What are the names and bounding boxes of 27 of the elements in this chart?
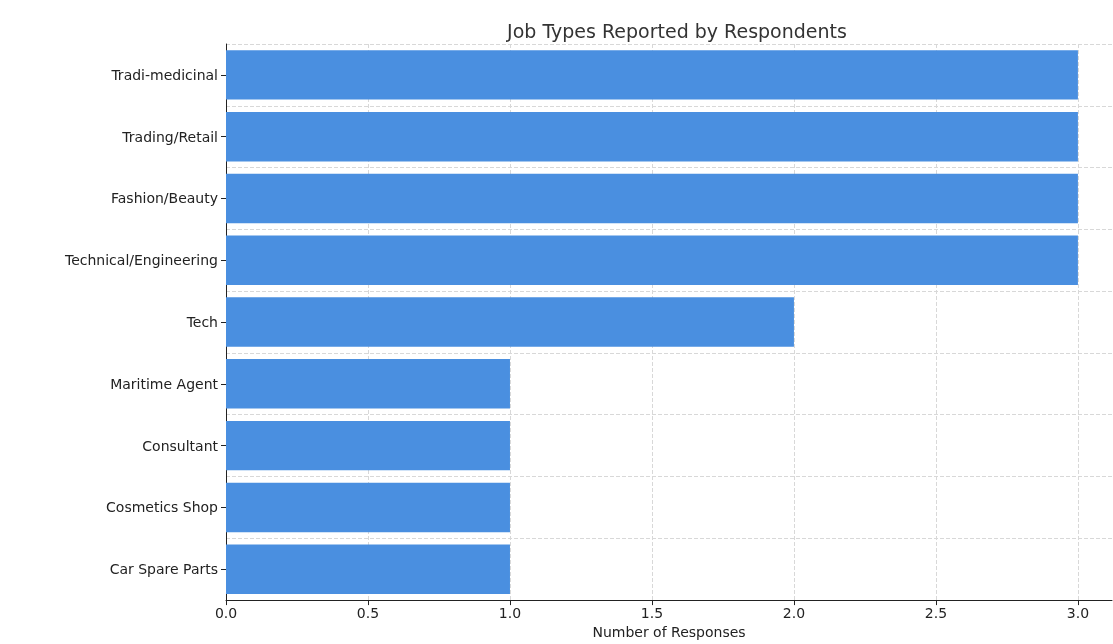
- bar: [226, 359, 510, 409]
- x-tick-label: 3.0: [1066, 605, 1090, 622]
- y-tick-label: Cosmetics Shop: [106, 499, 219, 516]
- y-tick-label: Trading/Retail: [121, 128, 218, 145]
- x-tick-label: 2.0: [782, 605, 806, 622]
- bar: [226, 235, 1078, 285]
- y-tick-label: Tech: [185, 314, 218, 331]
- y-tick-label: Consultant: [142, 437, 219, 454]
- y-tick-label: Car Spare Parts: [109, 561, 218, 578]
- bar: [226, 297, 794, 347]
- y-tick-label: Technical/Engineering: [63, 252, 218, 269]
- y-tick-label: Fashion/Beauty: [110, 190, 218, 207]
- bar: [226, 420, 510, 471]
- x-tick-label: 0.0: [214, 605, 238, 622]
- x-tick-label: 1.5: [640, 605, 664, 622]
- bar: [226, 173, 1078, 224]
- y-tick-label: Maritime Agent: [110, 375, 219, 392]
- bar: [226, 50, 1078, 100]
- chart-title: Job Types Reported by Respondents: [506, 19, 847, 42]
- bar: [226, 111, 1078, 162]
- bar: [226, 482, 510, 533]
- x-tick-label: 1.0: [498, 605, 522, 622]
- x-axis-title: Number of Responses: [592, 624, 746, 640]
- bar: [226, 544, 510, 594]
- x-tick-label: 0.5: [356, 605, 380, 622]
- x-tick-label: 2.5: [924, 605, 948, 622]
- y-tick-label: Tradi-medicinal: [110, 66, 218, 83]
